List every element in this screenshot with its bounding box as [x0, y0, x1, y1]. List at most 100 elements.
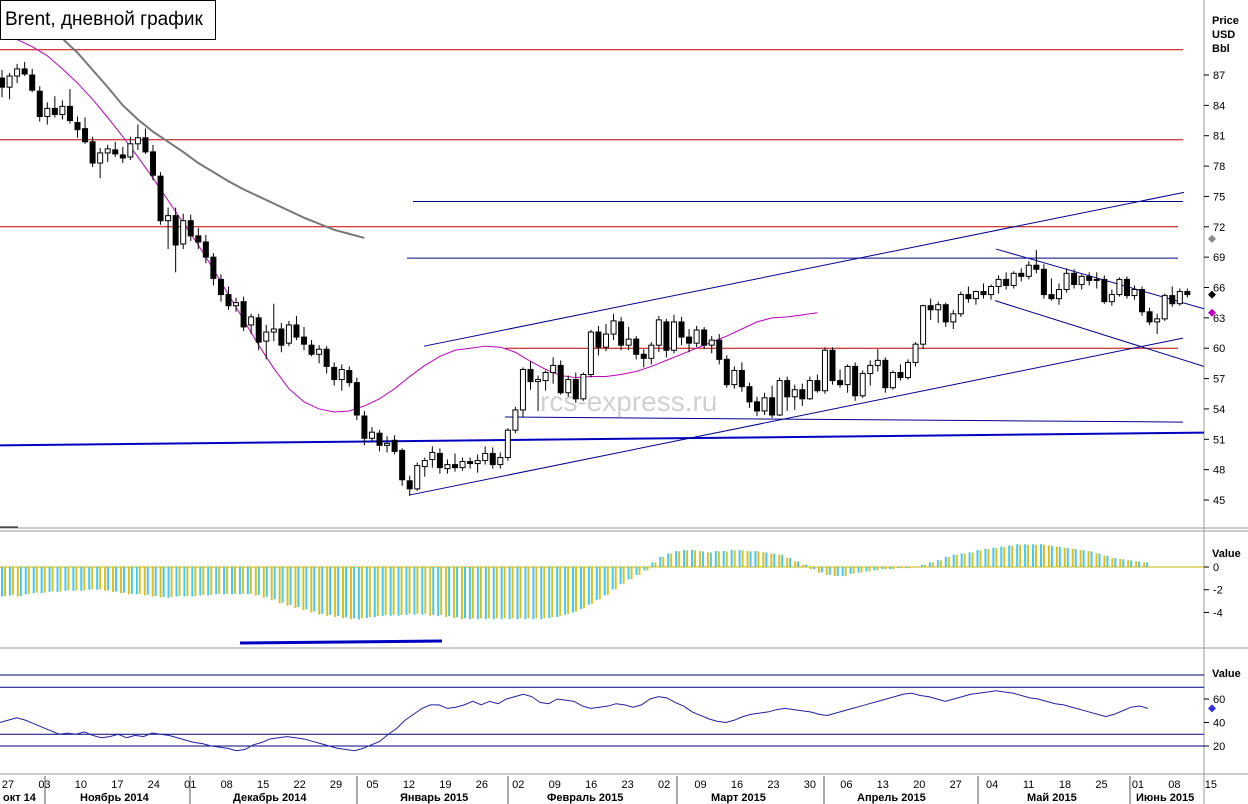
candle-body-up: [603, 333, 609, 348]
last-price-marker: [1208, 290, 1216, 299]
date-tick-label: 23: [622, 779, 634, 791]
candle: [587, 330, 594, 378]
date-tick-label: 09: [694, 779, 706, 791]
date-tick-label: 02: [658, 779, 670, 791]
candle-body-down: [927, 305, 934, 311]
candle: [66, 89, 73, 124]
candle-body-down: [29, 74, 36, 91]
candle-body-up: [421, 460, 428, 468]
candle-body-down: [897, 372, 904, 379]
date-tick-label: 15: [257, 779, 269, 791]
macd-histogram: [0, 544, 1204, 645]
price-tick-label: 48: [1213, 465, 1225, 477]
candle: [1123, 276, 1130, 299]
candle: [202, 234, 209, 264]
candle: [119, 146, 126, 164]
candle: [905, 359, 911, 380]
candle-body-up: [384, 442, 391, 446]
ma-long-marker: [1208, 234, 1216, 243]
candle: [1093, 272, 1100, 289]
rsi-tick-label: 20: [1213, 741, 1225, 753]
candle-body-down: [1101, 278, 1108, 303]
candle: [837, 369, 844, 388]
candle: [920, 304, 927, 350]
candle: [670, 314, 677, 354]
price-tick-label: 66: [1213, 283, 1225, 295]
candle: [957, 291, 964, 317]
candle-body-up: [6, 75, 13, 88]
price-axis-title: Bbl: [1212, 43, 1230, 55]
candle: [331, 362, 338, 386]
candle-body-up: [610, 320, 617, 335]
candle: [708, 336, 715, 354]
candle-body-up: [459, 461, 466, 469]
channel-line: [504, 416, 1184, 423]
macd-axis-title: Value: [1212, 548, 1241, 560]
price-tick-label: 54: [1213, 404, 1225, 416]
candle-body-down: [633, 338, 640, 355]
candle-body-up: [414, 465, 421, 490]
date-axis: 27 03 10 17 24 01 08 15 22 29 05 12 19 26 02 09 16 23 02 09…: [2, 776, 1217, 804]
candle-body-down: [746, 386, 753, 403]
date-tick-label: 30: [804, 779, 816, 791]
candle: [497, 452, 504, 469]
candle-body-up: [316, 348, 323, 355]
candle: [965, 286, 972, 303]
price-tick-label: 60: [1213, 343, 1225, 355]
candle: [950, 309, 957, 329]
candle-body-down: [353, 382, 360, 416]
candle-body-down: [157, 175, 164, 222]
candle: [829, 347, 836, 385]
date-tick-label: 04: [986, 779, 998, 791]
date-tick-label: 22: [293, 779, 305, 791]
candle: [255, 313, 262, 351]
candle: [754, 396, 760, 417]
candle-body-up: [134, 137, 141, 145]
candle: [542, 370, 549, 391]
candle-body-up: [1063, 272, 1070, 291]
candle-body-down: [112, 149, 119, 155]
candle-body-up: [655, 319, 662, 346]
candle: [633, 336, 640, 360]
candle: [1116, 277, 1123, 297]
candle: [1063, 268, 1070, 293]
candle: [1131, 285, 1138, 300]
candle-body-up: [1161, 295, 1168, 320]
candle: [988, 284, 995, 300]
chart-title: Brent, дневной график: [0, 0, 216, 40]
rsi-line-path: [0, 690, 1149, 752]
candle-body-down: [436, 452, 443, 469]
month-label: окт 14: [3, 792, 37, 804]
candle: [368, 427, 375, 443]
candle-body-up: [542, 372, 549, 382]
candle-body-down: [195, 235, 202, 243]
candle: [874, 349, 881, 372]
candle: [157, 172, 164, 225]
candle: [927, 298, 934, 320]
month-label: Февраль 2015: [547, 792, 623, 804]
channel-line: [994, 300, 1204, 367]
date-tick-label: 09: [549, 779, 561, 791]
month-label: Июнь 2015: [1136, 792, 1194, 804]
candle: [504, 428, 511, 461]
candle: [308, 340, 315, 357]
candle-body-down: [618, 321, 625, 346]
candle-body-up: [127, 143, 134, 158]
candle-body-down: [210, 256, 217, 279]
candle-body-down: [1169, 295, 1176, 305]
date-tick-label: 11: [1023, 779, 1034, 791]
price-tick-label: 84: [1213, 100, 1225, 112]
macd-axis: Value 0 -2 -4: [1204, 548, 1241, 619]
rsi-marker: [1208, 704, 1216, 713]
candle: [1056, 283, 1062, 305]
candle-body-up: [444, 464, 451, 470]
price-tick-label: 69: [1213, 252, 1225, 264]
candle: [361, 410, 368, 446]
candle: [436, 448, 443, 474]
candle: [29, 68, 36, 93]
date-tick-label: 27: [950, 779, 962, 791]
candle: [376, 430, 383, 452]
candle-body-down: [640, 353, 647, 359]
candle-body-up: [1093, 278, 1100, 281]
